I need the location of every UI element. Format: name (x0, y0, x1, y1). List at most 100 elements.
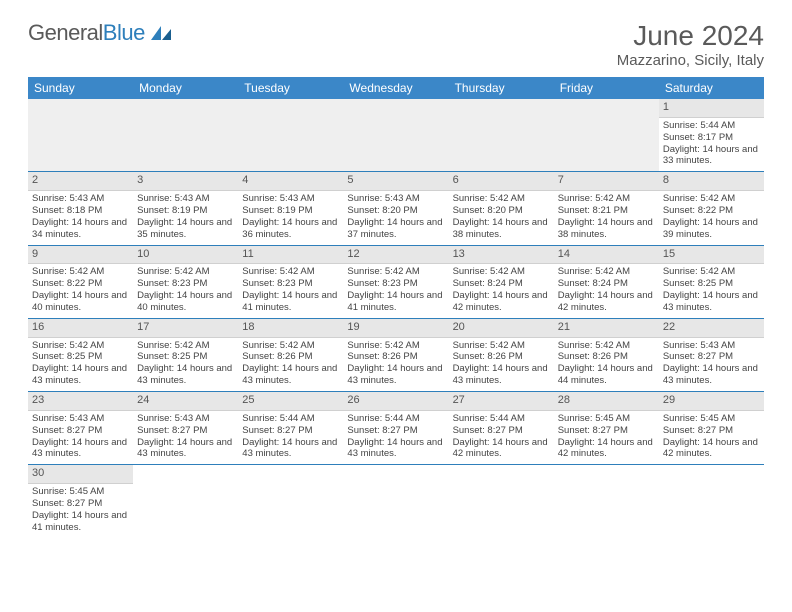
sunset-line: Sunset: 8:27 PM (663, 351, 760, 363)
calendar-cell (238, 99, 343, 172)
daylight-line: Daylight: 14 hours and 42 minutes. (453, 437, 550, 461)
calendar-cell (554, 465, 659, 538)
day-number: 13 (449, 246, 554, 265)
calendar-cell (343, 465, 448, 538)
sunset-line: Sunset: 8:26 PM (347, 351, 444, 363)
calendar-week-row: 2Sunrise: 5:43 AMSunset: 8:18 PMDaylight… (28, 172, 764, 245)
day-number: 1 (659, 99, 764, 118)
day-details: Sunrise: 5:42 AMSunset: 8:24 PMDaylight:… (449, 264, 554, 318)
sunrise-line: Sunrise: 5:42 AM (32, 266, 129, 278)
day-details: Sunrise: 5:44 AMSunset: 8:27 PMDaylight:… (449, 411, 554, 465)
daylight-line: Daylight: 14 hours and 43 minutes. (453, 363, 550, 387)
daylight-line: Daylight: 14 hours and 43 minutes. (137, 437, 234, 461)
day-number: 5 (343, 172, 448, 191)
daylight-line: Daylight: 14 hours and 41 minutes. (347, 290, 444, 314)
day-details: Sunrise: 5:42 AMSunset: 8:23 PMDaylight:… (238, 264, 343, 318)
calendar-cell: 25Sunrise: 5:44 AMSunset: 8:27 PMDayligh… (238, 392, 343, 465)
sunset-line: Sunset: 8:24 PM (558, 278, 655, 290)
day-number: 17 (133, 319, 238, 338)
sunset-line: Sunset: 8:27 PM (32, 425, 129, 437)
header: GeneralBlue June 2024 Mazzarino, Sicily,… (28, 20, 764, 69)
sunset-line: Sunset: 8:27 PM (137, 425, 234, 437)
sunrise-line: Sunrise: 5:42 AM (558, 266, 655, 278)
day-details: Sunrise: 5:42 AMSunset: 8:26 PMDaylight:… (343, 338, 448, 392)
sunset-line: Sunset: 8:19 PM (137, 205, 234, 217)
sunset-line: Sunset: 8:23 PM (242, 278, 339, 290)
day-number: 8 (659, 172, 764, 191)
day-number: 2 (28, 172, 133, 191)
day-number: 11 (238, 246, 343, 265)
calendar-cell (133, 465, 238, 538)
calendar-cell: 30Sunrise: 5:45 AMSunset: 8:27 PMDayligh… (28, 465, 133, 538)
calendar-cell: 24Sunrise: 5:43 AMSunset: 8:27 PMDayligh… (133, 392, 238, 465)
sunset-line: Sunset: 8:27 PM (242, 425, 339, 437)
daylight-line: Daylight: 14 hours and 43 minutes. (242, 363, 339, 387)
sunset-line: Sunset: 8:24 PM (453, 278, 550, 290)
sunset-line: Sunset: 8:25 PM (137, 351, 234, 363)
calendar-cell (659, 465, 764, 538)
day-details: Sunrise: 5:42 AMSunset: 8:22 PMDaylight:… (28, 264, 133, 318)
day-number: 19 (343, 319, 448, 338)
sunset-line: Sunset: 8:27 PM (32, 498, 129, 510)
day-details: Sunrise: 5:42 AMSunset: 8:26 PMDaylight:… (238, 338, 343, 392)
day-number: 6 (449, 172, 554, 191)
calendar-cell (449, 465, 554, 538)
logo-text-general: General (28, 20, 103, 45)
location: Mazzarino, Sicily, Italy (617, 52, 764, 69)
daylight-line: Daylight: 14 hours and 42 minutes. (558, 290, 655, 314)
sunset-line: Sunset: 8:21 PM (558, 205, 655, 217)
day-details: Sunrise: 5:43 AMSunset: 8:27 PMDaylight:… (659, 338, 764, 392)
day-details: Sunrise: 5:44 AMSunset: 8:27 PMDaylight:… (343, 411, 448, 465)
sunrise-line: Sunrise: 5:42 AM (663, 193, 760, 205)
day-details: Sunrise: 5:42 AMSunset: 8:22 PMDaylight:… (659, 191, 764, 245)
day-number: 22 (659, 319, 764, 338)
day-details: Sunrise: 5:43 AMSunset: 8:19 PMDaylight:… (133, 191, 238, 245)
calendar-cell: 17Sunrise: 5:42 AMSunset: 8:25 PMDayligh… (133, 318, 238, 391)
calendar-cell: 28Sunrise: 5:45 AMSunset: 8:27 PMDayligh… (554, 392, 659, 465)
weekday-header: Thursday (449, 77, 554, 99)
day-details: Sunrise: 5:42 AMSunset: 8:23 PMDaylight:… (133, 264, 238, 318)
calendar-cell: 4Sunrise: 5:43 AMSunset: 8:19 PMDaylight… (238, 172, 343, 245)
day-details: Sunrise: 5:43 AMSunset: 8:27 PMDaylight:… (28, 411, 133, 465)
sunrise-line: Sunrise: 5:43 AM (32, 413, 129, 425)
daylight-line: Daylight: 14 hours and 42 minutes. (453, 290, 550, 314)
day-number: 20 (449, 319, 554, 338)
day-details: Sunrise: 5:42 AMSunset: 8:25 PMDaylight:… (28, 338, 133, 392)
day-number: 27 (449, 392, 554, 411)
day-details: Sunrise: 5:42 AMSunset: 8:25 PMDaylight:… (133, 338, 238, 392)
sunset-line: Sunset: 8:22 PM (663, 205, 760, 217)
day-details: Sunrise: 5:44 AMSunset: 8:17 PMDaylight:… (659, 118, 764, 172)
day-number: 29 (659, 392, 764, 411)
day-details: Sunrise: 5:45 AMSunset: 8:27 PMDaylight:… (554, 411, 659, 465)
calendar-week-row: 16Sunrise: 5:42 AMSunset: 8:25 PMDayligh… (28, 318, 764, 391)
daylight-line: Daylight: 14 hours and 40 minutes. (32, 290, 129, 314)
day-number: 21 (554, 319, 659, 338)
sunrise-line: Sunrise: 5:42 AM (347, 340, 444, 352)
daylight-line: Daylight: 14 hours and 43 minutes. (137, 363, 234, 387)
sunrise-line: Sunrise: 5:42 AM (558, 340, 655, 352)
weekday-header: Tuesday (238, 77, 343, 99)
calendar-cell: 2Sunrise: 5:43 AMSunset: 8:18 PMDaylight… (28, 172, 133, 245)
sunrise-line: Sunrise: 5:42 AM (242, 266, 339, 278)
calendar-cell: 27Sunrise: 5:44 AMSunset: 8:27 PMDayligh… (449, 392, 554, 465)
sunrise-line: Sunrise: 5:42 AM (137, 266, 234, 278)
sunrise-line: Sunrise: 5:44 AM (347, 413, 444, 425)
sunrise-line: Sunrise: 5:45 AM (558, 413, 655, 425)
month-title: June 2024 (617, 20, 764, 52)
day-number: 18 (238, 319, 343, 338)
sunrise-line: Sunrise: 5:42 AM (453, 193, 550, 205)
sunrise-line: Sunrise: 5:45 AM (663, 413, 760, 425)
calendar-week-row: 23Sunrise: 5:43 AMSunset: 8:27 PMDayligh… (28, 392, 764, 465)
daylight-line: Daylight: 14 hours and 36 minutes. (242, 217, 339, 241)
calendar-cell (133, 99, 238, 172)
sunset-line: Sunset: 8:19 PM (242, 205, 339, 217)
sunrise-line: Sunrise: 5:42 AM (137, 340, 234, 352)
calendar-week-row: 9Sunrise: 5:42 AMSunset: 8:22 PMDaylight… (28, 245, 764, 318)
calendar-cell (554, 99, 659, 172)
day-details: Sunrise: 5:42 AMSunset: 8:26 PMDaylight:… (554, 338, 659, 392)
calendar-cell: 16Sunrise: 5:42 AMSunset: 8:25 PMDayligh… (28, 318, 133, 391)
calendar-cell (343, 99, 448, 172)
calendar-cell: 20Sunrise: 5:42 AMSunset: 8:26 PMDayligh… (449, 318, 554, 391)
daylight-line: Daylight: 14 hours and 35 minutes. (137, 217, 234, 241)
sunrise-line: Sunrise: 5:42 AM (242, 340, 339, 352)
